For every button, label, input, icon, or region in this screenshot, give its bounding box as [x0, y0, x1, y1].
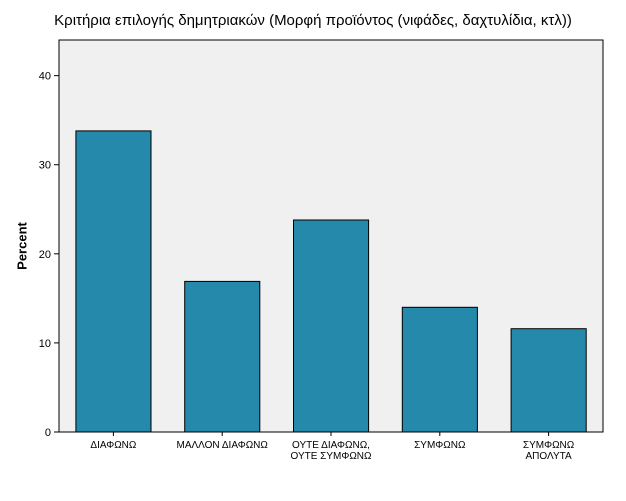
- plot-frame: [58, 39, 604, 433]
- bar-3: [293, 219, 370, 433]
- y-tick-label: 40: [39, 71, 51, 83]
- x-tick-label: ΣΥΜΦΩΝΩ ΑΠΟΛΥΤΑ: [523, 440, 575, 462]
- bar-1: [75, 130, 152, 433]
- bar-4: [401, 306, 478, 433]
- chart-title: Κριτήρια επιλογής δημητριακών (Μορφή προ…: [54, 12, 572, 29]
- y-tick-label: 0: [45, 427, 51, 439]
- bar-2: [184, 280, 261, 433]
- y-tick-label: 10: [39, 338, 51, 350]
- x-tick-label: ΔΙΑΦΩΝΩ: [90, 440, 137, 451]
- x-tick-label: ΜΑΛΛΟΝ ΔΙΑΦΩΝΩ: [177, 440, 269, 451]
- bar-5: [510, 328, 587, 433]
- y-tick-label: 30: [39, 160, 51, 172]
- y-tick-label: 20: [39, 249, 51, 261]
- x-tick-label: ΣΥΜΦΩΝΩ: [414, 440, 466, 451]
- x-tick-label: ΟΥΤΕ ΔΙΑΦΩΝΩ, ΟΥΤΕ ΣΥΜΦΩΝΩ: [290, 440, 372, 462]
